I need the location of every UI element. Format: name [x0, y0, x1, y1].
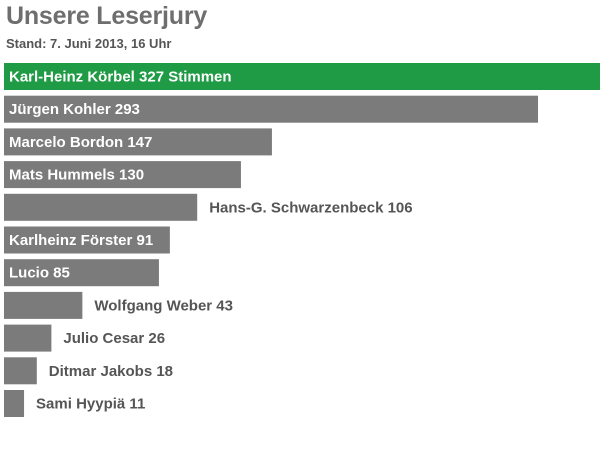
- bar-label-0: Karl-Heinz Körbel 327 Stimmen: [9, 69, 232, 86]
- chart-title: Unsere Leserjury: [6, 2, 208, 30]
- bar-6: [4, 259, 159, 287]
- bar-5: [4, 226, 170, 254]
- bar-label-9: Ditmar Jakobs 18: [49, 363, 173, 380]
- bar-label-6: Lucio 85: [9, 265, 70, 282]
- bar-7: [4, 291, 83, 319]
- chart-subtitle: Stand: 7. Juni 2013, 16 Uhr: [6, 36, 172, 51]
- bar-10: [4, 390, 25, 417]
- bar-label-1: Jürgen Kohler 293: [9, 101, 140, 118]
- bar-label-2: Marcelo Bordon 147: [9, 134, 152, 151]
- bar-label-7: Wolfgang Weber 43: [94, 297, 233, 314]
- bar-label-3: Mats Hummels 130: [9, 167, 144, 184]
- bar-8: [4, 324, 52, 352]
- bar-2: [4, 128, 272, 156]
- bar-label-10: Sami Hyypiä 11: [36, 396, 145, 413]
- bar-3: [4, 161, 241, 189]
- bar-label-8: Julio Cesar 26: [63, 330, 165, 347]
- bar-4: [4, 193, 198, 221]
- bar-0: [4, 63, 600, 90]
- bar-1: [4, 95, 539, 123]
- bar-label-4: Hans-G. Schwarzenbeck 106: [209, 199, 412, 216]
- bar-label-5: Karlheinz Förster 91: [9, 232, 153, 249]
- bar-9: [4, 357, 37, 385]
